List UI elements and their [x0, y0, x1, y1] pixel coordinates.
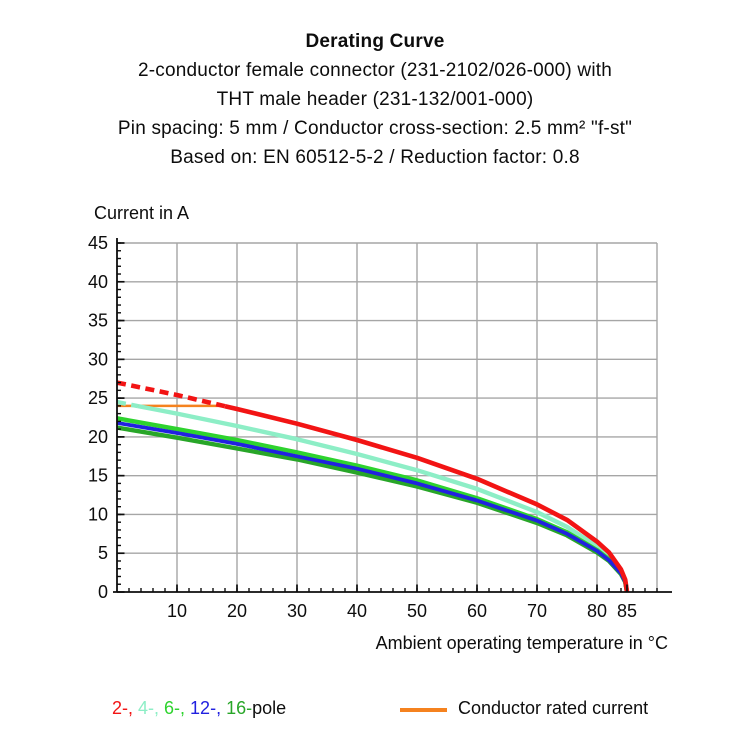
tick-label: 0 — [98, 582, 108, 602]
tick-label: 5 — [98, 543, 108, 563]
rated-current-label: Conductor rated current — [458, 698, 649, 718]
rated-current-line-swatch — [400, 707, 447, 712]
legend: 2-, 4-, 6-, 12-, 16-pole Conductor rated cur… — [0, 698, 750, 724]
header-based-on-line: Based on: EN 60512-5-2 / Reduction facto… — [170, 147, 580, 168]
x-axis-ticks — [128, 584, 658, 592]
tick-label: 35 — [88, 311, 108, 331]
tick-label: 50 — [407, 601, 427, 621]
chart-header: Derating Curve 2-conductor female connec… — [0, 27, 750, 172]
tick-label: 80 — [587, 601, 607, 621]
legend-pole-item: 2-, — [112, 698, 134, 718]
tick-label: 45 — [88, 233, 108, 253]
x-tick-labels: 10 20 30 40 50 60 70 80 85 — [167, 601, 637, 621]
legend-pole-suffix: pole — [252, 698, 287, 718]
curve-2-pole — [116, 380, 630, 593]
tick-label: 40 — [347, 601, 367, 621]
header-connector-line: 2-conductor female connector (231-2102/0… — [137, 60, 613, 81]
header-male-header-line: THT male header (231-132/001-000) — [216, 89, 534, 110]
y-tick-labels: 0 5 10 15 20 25 30 35 40 45 — [88, 233, 108, 602]
legend-pole-item: 4-, — [138, 698, 160, 718]
curve-12-pole — [116, 421, 629, 593]
tick-label: 10 — [88, 504, 108, 524]
legend-pole-item: 16- — [226, 698, 253, 718]
legend-pole-item: 6-, — [164, 698, 186, 718]
y-axis-title: Current in A — [94, 203, 190, 223]
tick-label: 20 — [88, 427, 108, 447]
derating-curve-chart: 10 20 30 40 50 60 70 80 85 0 5 10 15 20 25 30 35 40 45 — [88, 233, 672, 621]
tick-label: 10 — [167, 601, 187, 621]
tick-label: 40 — [88, 272, 108, 292]
tick-label: 20 — [227, 601, 247, 621]
tick-label: 70 — [527, 601, 547, 621]
tick-label: 30 — [88, 349, 108, 369]
x-axis-title: Ambient operating temperature in °C — [375, 633, 668, 653]
tick-label: 25 — [88, 388, 108, 408]
y-axis-ticks — [117, 242, 125, 593]
legend-pole-item: 12-, — [190, 698, 222, 718]
tick-label: 30 — [287, 601, 307, 621]
tick-label: 60 — [467, 601, 487, 621]
page-title: Derating Curve — [305, 31, 445, 52]
tick-label: 85 — [617, 601, 637, 621]
legend-rated-current: Conductor rated current — [400, 698, 648, 719]
tick-label: 15 — [88, 466, 108, 486]
legend-pole-counts: 2-, 4-, 6-, 12-, 16-pole — [112, 698, 286, 719]
header-pin-spacing-line: Pin spacing: 5 mm / Conductor cross-sect… — [117, 118, 633, 139]
